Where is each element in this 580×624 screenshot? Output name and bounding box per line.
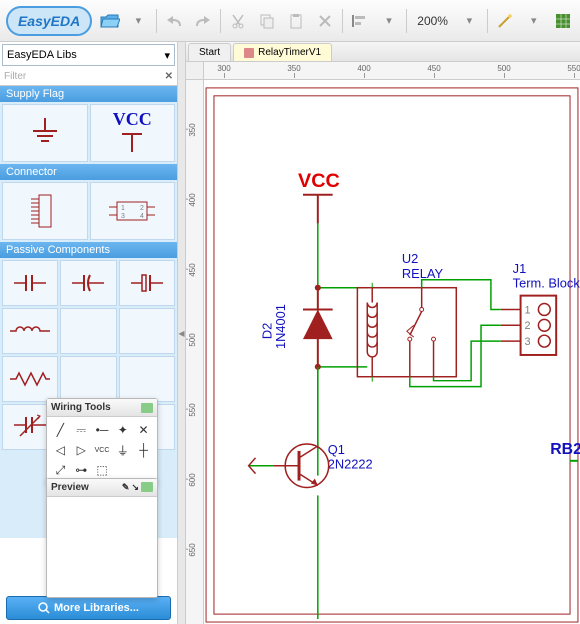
copy-button[interactable] <box>256 7 279 35</box>
section-supply-flag[interactable]: Supply Flag <box>0 86 177 102</box>
label-tool[interactable]: ✦ <box>113 421 132 439</box>
svg-text:4: 4 <box>140 213 144 220</box>
svg-text:RELAY: RELAY <box>402 266 444 281</box>
edit-icon[interactable]: ✎ <box>122 482 130 493</box>
goto-icon[interactable]: ↘ <box>131 482 139 493</box>
svg-text:Term. Block: Term. Block <box>513 276 580 291</box>
wire-tool[interactable]: ╱ <box>51 421 70 439</box>
svg-text:3: 3 <box>525 336 531 348</box>
preview-canvas <box>47 497 157 597</box>
component-u2: U2 RELAY <box>357 251 456 377</box>
component-resistor-zigzag[interactable] <box>2 356 58 402</box>
grid-button[interactable] <box>551 7 574 35</box>
component-vcc[interactable]: VCC <box>90 104 176 162</box>
ruler-vertical: 350 400 450 500 550 600 650 <box>186 80 204 624</box>
app-logo[interactable]: EasyEDA <box>6 6 92 36</box>
svg-text:J1: J1 <box>513 261 527 276</box>
port-tool[interactable]: ▷ <box>72 441 91 459</box>
align-button[interactable] <box>349 7 372 35</box>
dropdown-icon[interactable]: ▾ <box>378 7 401 35</box>
component-blank2[interactable] <box>60 356 116 402</box>
open-button[interactable] <box>98 7 121 35</box>
component-inductor[interactable] <box>2 308 58 354</box>
filter-input[interactable]: Filter✕ <box>0 68 177 86</box>
tab-active[interactable]: RelayTimerV1 <box>233 43 332 61</box>
svg-text:Q1: Q1 <box>328 442 345 457</box>
net-tool[interactable]: ◁ <box>51 441 70 459</box>
component-blank[interactable] <box>119 308 175 354</box>
minimize-icon[interactable] <box>141 403 153 413</box>
svg-text:1: 1 <box>121 205 125 212</box>
cut-button[interactable] <box>227 7 250 35</box>
delete-button[interactable] <box>313 7 336 35</box>
component-inductor2[interactable] <box>60 308 116 354</box>
gnd-tool[interactable]: ⏚ <box>113 441 132 459</box>
document-tabs: Start RelayTimerV1 <box>186 42 580 62</box>
section-connector[interactable]: Connector <box>0 164 177 180</box>
component-j1: J1 Term. Block 1 2 3 <box>501 261 580 355</box>
minimize-icon[interactable] <box>141 482 153 492</box>
svg-text:U2: U2 <box>402 251 418 266</box>
svg-text:D2: D2 <box>259 323 274 339</box>
component-cap-curved[interactable] <box>60 260 116 306</box>
vcc-label: VCC <box>298 170 340 192</box>
ruler-horizontal: 300 350 400 450 500 550 <box>204 62 580 80</box>
tab-start[interactable]: Start <box>188 43 231 61</box>
preview-panel[interactable]: Preview✎↘ <box>46 478 158 598</box>
redo-button[interactable] <box>191 7 214 35</box>
component-cap-nonpolar[interactable] <box>2 260 58 306</box>
component-d2: D2 1N4001 <box>259 285 332 370</box>
noconnect-tool[interactable]: ✕ <box>134 421 153 439</box>
svg-text:3: 3 <box>121 213 125 220</box>
component-header-2x2[interactable]: 13 24 <box>90 182 176 240</box>
zoom-level[interactable]: 200% <box>413 14 452 28</box>
section-passive[interactable]: Passive Components <box>0 242 177 258</box>
library-select[interactable]: EasyEDA Libs▾ <box>2 44 175 66</box>
sidebar-collapse[interactable]: ◀ <box>178 42 186 624</box>
top-toolbar: EasyEDA ▾ ▾ 200% ▾ ▾ <box>0 0 580 42</box>
undo-button[interactable] <box>163 7 186 35</box>
component-cap-polar[interactable] <box>119 260 175 306</box>
dropdown-icon[interactable]: ▾ <box>522 7 545 35</box>
sheet-tool[interactable]: ⬚ <box>93 461 112 479</box>
svg-text:2: 2 <box>525 320 531 332</box>
component-blank3[interactable] <box>119 356 175 402</box>
ruler-corner <box>186 62 204 80</box>
more-libraries-button[interactable]: More Libraries... <box>6 596 171 620</box>
component-header[interactable] <box>2 182 88 240</box>
probe-tool[interactable]: ⊶ <box>72 461 91 479</box>
dropdown-icon[interactable]: ▾ <box>127 7 150 35</box>
svg-text:1N4001: 1N4001 <box>273 304 288 349</box>
component-q1: Q1 2N2222 <box>273 442 372 488</box>
wand-button[interactable] <box>494 7 517 35</box>
paste-button[interactable] <box>285 7 308 35</box>
junction-tool[interactable]: •─ <box>93 421 112 439</box>
flag-tool[interactable]: ⤢ <box>51 461 70 479</box>
text-tool[interactable]: ┼ <box>134 441 153 459</box>
schematic-canvas[interactable]: VCC <box>204 80 580 624</box>
svg-text:2: 2 <box>140 205 144 212</box>
svg-text:1: 1 <box>525 304 531 316</box>
power-tool[interactable]: VCC <box>93 441 112 459</box>
wiring-tools-panel[interactable]: Wiring Tools ╱ ⎓ •─ ✦ ✕ ◁ ▷ VCC ⏚ ┼ ⤢ ⊶ … <box>46 398 158 484</box>
schematic-icon <box>244 48 254 58</box>
dropdown-icon[interactable]: ▾ <box>458 7 481 35</box>
svg-text:2N2222: 2N2222 <box>328 457 373 472</box>
label-rb2: RB2 <box>550 441 580 458</box>
component-gnd[interactable] <box>2 104 88 162</box>
bus-tool[interactable]: ⎓ <box>72 421 91 439</box>
